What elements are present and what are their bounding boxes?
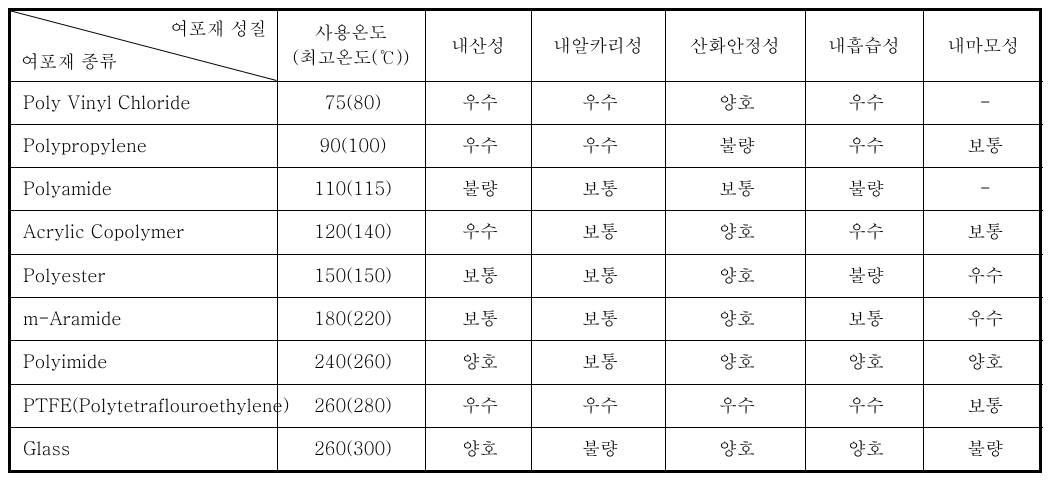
header-abr: 내마모성 xyxy=(923,11,1043,81)
cell-oxid: 보통 xyxy=(665,168,805,211)
cell-abr: 보통 xyxy=(923,211,1043,254)
cell-acid: 양호 xyxy=(425,427,531,470)
cell-alkali: 불량 xyxy=(531,427,665,470)
cell-oxid: 양호 xyxy=(665,254,805,297)
cell-acid: 우수 xyxy=(425,384,531,427)
cell-type: Poly Vinyl Chloride xyxy=(11,81,277,124)
cell-alkali: 보통 xyxy=(531,168,665,211)
cell-abr: 우수 xyxy=(923,254,1043,297)
cell-oxid: 양호 xyxy=(665,81,805,124)
cell-moist: 양호 xyxy=(805,341,923,384)
cell-temp: 260(280) xyxy=(277,384,425,427)
cell-temp: 110(115) xyxy=(277,168,425,211)
cell-acid: 우수 xyxy=(425,81,531,124)
cell-acid: 우수 xyxy=(425,124,531,167)
header-diag-bottom: 여포재 종류 xyxy=(21,50,117,74)
cell-type: Glass xyxy=(11,427,277,470)
cell-moist: 불량 xyxy=(805,254,923,297)
table-header-row: 여포재 성질 여포재 종류 사용온도 (최고온도(℃)) 내산성 내알카리성 산… xyxy=(11,11,1043,81)
header-diag-top: 여포재 성질 xyxy=(171,17,267,41)
cell-moist: 우수 xyxy=(805,124,923,167)
cell-alkali: 우수 xyxy=(531,124,665,167)
table-row: Polyimide240(260)양호보통양호양호양호 xyxy=(11,341,1043,384)
cell-type: m-Aramide xyxy=(11,297,277,340)
cell-moist: 보통 xyxy=(805,297,923,340)
header-temp-line2: (최고온도(℃)) xyxy=(282,46,421,70)
table-row: Polyamide110(115)불량보통보통불량- xyxy=(11,168,1043,211)
cell-alkali: 보통 xyxy=(531,297,665,340)
filter-material-table-wrap: 여포재 성질 여포재 종류 사용온도 (최고온도(℃)) 내산성 내알카리성 산… xyxy=(8,8,1042,473)
cell-abr: - xyxy=(923,81,1043,124)
cell-oxid: 양호 xyxy=(665,341,805,384)
filter-material-table: 여포재 성질 여포재 종류 사용온도 (최고온도(℃)) 내산성 내알카리성 산… xyxy=(11,11,1043,470)
header-alkali: 내알카리성 xyxy=(531,11,665,81)
cell-acid: 불량 xyxy=(425,168,531,211)
header-temp: 사용온도 (최고온도(℃)) xyxy=(277,11,425,81)
cell-temp: 90(100) xyxy=(277,124,425,167)
cell-temp: 150(150) xyxy=(277,254,425,297)
cell-type: Polyester xyxy=(11,254,277,297)
cell-temp: 75(80) xyxy=(277,81,425,124)
cell-temp: 260(300) xyxy=(277,427,425,470)
cell-abr: 양호 xyxy=(923,341,1043,384)
cell-alkali: 보통 xyxy=(531,254,665,297)
cell-type: Polyamide xyxy=(11,168,277,211)
header-acid: 내산성 xyxy=(425,11,531,81)
cell-abr: 보통 xyxy=(923,124,1043,167)
table-row: Polyester150(150)보통보통양호불량우수 xyxy=(11,254,1043,297)
cell-oxid: 양호 xyxy=(665,211,805,254)
cell-abr: - xyxy=(923,168,1043,211)
table-row: PTFE(Polytetraflouroethylene)260(280)우수우… xyxy=(11,384,1043,427)
cell-moist: 우수 xyxy=(805,211,923,254)
table-row: Acrylic Copolymer120(140)우수보통양호우수보통 xyxy=(11,211,1043,254)
cell-abr: 불량 xyxy=(923,427,1043,470)
cell-type: Polypropylene xyxy=(11,124,277,167)
cell-oxid: 불량 xyxy=(665,124,805,167)
cell-moist: 불량 xyxy=(805,168,923,211)
cell-type: Polyimide xyxy=(11,341,277,384)
cell-alkali: 우수 xyxy=(531,384,665,427)
cell-acid: 보통 xyxy=(425,254,531,297)
cell-acid: 우수 xyxy=(425,211,531,254)
cell-moist: 양호 xyxy=(805,427,923,470)
cell-moist: 우수 xyxy=(805,81,923,124)
cell-oxid: 양호 xyxy=(665,297,805,340)
cell-alkali: 우수 xyxy=(531,81,665,124)
table-row: Glass260(300)양호불량양호양호불량 xyxy=(11,427,1043,470)
cell-acid: 양호 xyxy=(425,341,531,384)
header-diagonal-cell: 여포재 성질 여포재 종류 xyxy=(11,11,277,81)
cell-oxid: 양호 xyxy=(665,427,805,470)
cell-temp: 240(260) xyxy=(277,341,425,384)
table-body: Poly Vinyl Chloride75(80)우수우수양호우수-Polypr… xyxy=(11,81,1043,470)
header-oxid: 산화안정성 xyxy=(665,11,805,81)
cell-moist: 우수 xyxy=(805,384,923,427)
cell-type: Acrylic Copolymer xyxy=(11,211,277,254)
cell-alkali: 보통 xyxy=(531,341,665,384)
cell-temp: 180(220) xyxy=(277,297,425,340)
cell-alkali: 보통 xyxy=(531,211,665,254)
cell-abr: 우수 xyxy=(923,297,1043,340)
cell-temp: 120(140) xyxy=(277,211,425,254)
header-temp-line1: 사용온도 xyxy=(282,21,421,45)
cell-type: PTFE(Polytetraflouroethylene) xyxy=(11,384,277,427)
table-row: Polypropylene90(100)우수우수불량우수보통 xyxy=(11,124,1043,167)
cell-oxid: 우수 xyxy=(665,384,805,427)
table-row: Poly Vinyl Chloride75(80)우수우수양호우수- xyxy=(11,81,1043,124)
header-moist: 내흡습성 xyxy=(805,11,923,81)
cell-abr: 보통 xyxy=(923,384,1043,427)
cell-acid: 보통 xyxy=(425,297,531,340)
table-row: m-Aramide180(220)보통보통양호보통우수 xyxy=(11,297,1043,340)
